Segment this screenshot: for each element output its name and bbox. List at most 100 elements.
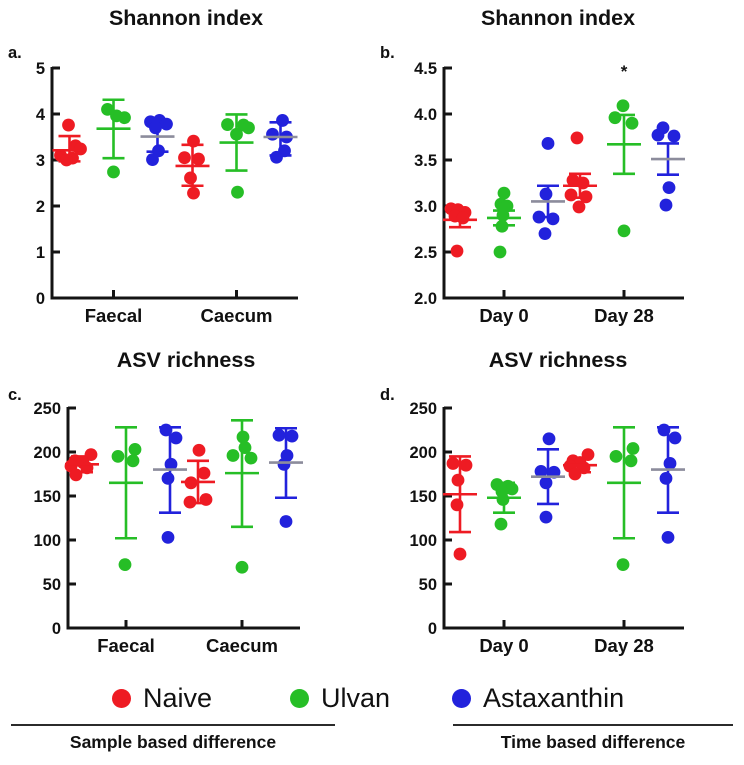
- data-point: [541, 137, 555, 150]
- data-point: [497, 186, 511, 200]
- y-tick-label: 200: [409, 444, 437, 462]
- data-point: [238, 441, 252, 454]
- data-point: [538, 227, 552, 241]
- y-tick-label: 2.0: [414, 290, 437, 308]
- data-point: [617, 224, 631, 238]
- category-label: Faecal: [97, 635, 155, 656]
- panel-d: ASV richness d. 0 50 100 150 200 250 Day 0 Day …: [372, 342, 744, 662]
- y-tick-label: 4.0: [414, 106, 437, 124]
- data-point: [539, 476, 553, 490]
- data-point: [564, 188, 578, 202]
- data-point: [546, 212, 560, 226]
- data-point: [74, 142, 87, 156]
- y-tick-label: 5: [36, 60, 45, 78]
- data-point: [579, 190, 593, 204]
- y-tick-label: 100: [33, 532, 61, 550]
- dot-plot-b: 2.0 2.5 3.0 3.5 4.0 4.5 Day 0 Day 28 *: [414, 60, 685, 326]
- data-point: [608, 111, 622, 125]
- data-point: [235, 560, 249, 574]
- y-tick-label: 2: [36, 198, 45, 216]
- data-point: [576, 176, 590, 190]
- data-point: [192, 152, 205, 166]
- data-point: [192, 443, 206, 457]
- data-point: [566, 173, 580, 187]
- data-point: [496, 493, 510, 506]
- y-tick-label: 150: [33, 488, 61, 506]
- data-point: [495, 219, 509, 233]
- data-point: [450, 498, 464, 512]
- data-point: [651, 128, 665, 142]
- data-point: [164, 457, 178, 471]
- dot-plot-a: 0 1 2 3 4 5 Faecal Caecum: [36, 60, 298, 326]
- data-point: [197, 466, 211, 480]
- legend-item-ulvan: Ulvan: [290, 680, 390, 716]
- data-point: [161, 530, 175, 544]
- y-tick-label: 0: [52, 620, 61, 638]
- data-point: [187, 186, 200, 200]
- y-tick-label: 100: [409, 532, 437, 550]
- data-point: [663, 457, 677, 470]
- data-point: [84, 448, 98, 462]
- data-point: [285, 429, 299, 443]
- data-point: [505, 482, 519, 496]
- data-point: [609, 450, 623, 463]
- y-tick-label: 250: [33, 400, 61, 418]
- data-point: [266, 127, 279, 141]
- legend-label-astaxanthin: Astaxanthin: [483, 682, 625, 713]
- category-label: Caecum: [201, 305, 273, 326]
- y-tick-label: 50: [419, 576, 437, 594]
- data-point: [199, 493, 213, 506]
- significance-marker: *: [621, 62, 628, 81]
- data-point: [624, 454, 638, 468]
- category-label: Day 0: [479, 635, 528, 656]
- footer-sample-based: Sample based difference: [11, 724, 335, 753]
- data-point: [453, 547, 467, 561]
- data-point: [625, 116, 639, 130]
- category-label: Day 28: [594, 305, 654, 326]
- footer-time-based: Time based difference: [453, 724, 733, 753]
- data-point: [667, 129, 681, 143]
- category-label: Caecum: [206, 635, 278, 656]
- data-point: [111, 450, 125, 463]
- data-point: [532, 210, 546, 224]
- y-tick-label: 3.5: [414, 152, 437, 170]
- data-point: [659, 198, 673, 212]
- panel-c-letter: c.: [8, 386, 22, 404]
- data-point: [270, 150, 283, 164]
- panel-b-title: Shannon index: [480, 6, 636, 30]
- y-tick-label: 150: [409, 488, 437, 506]
- category-label: Day 28: [594, 635, 654, 656]
- data-point: [236, 430, 250, 444]
- data-point: [159, 423, 173, 437]
- data-point: [107, 165, 120, 179]
- data-point: [69, 468, 83, 482]
- dot-plot-c: 0 50 100 150 200 250 Faecal Caecum: [33, 400, 303, 656]
- data-point: [272, 428, 286, 442]
- data-point: [276, 114, 289, 127]
- panel-d-letter: d.: [380, 386, 395, 404]
- data-point: [539, 187, 553, 201]
- data-point: [60, 153, 73, 167]
- y-tick-label: 200: [33, 444, 61, 462]
- naive-dot-icon: [112, 688, 131, 708]
- data-point: [184, 171, 197, 185]
- data-point: [662, 181, 676, 195]
- panel-d-title: ASV richness: [488, 348, 628, 372]
- data-point: [450, 244, 464, 258]
- legend-item-naive: Naive: [112, 680, 212, 716]
- data-point: [146, 153, 159, 166]
- y-tick-label: 0: [36, 290, 45, 308]
- data-point: [178, 151, 191, 165]
- data-point: [446, 457, 460, 470]
- data-point: [539, 510, 553, 524]
- data-point: [668, 431, 682, 445]
- legend-item-astaxanthin: Astaxanthin: [452, 680, 624, 716]
- category-label: Faecal: [85, 305, 143, 326]
- data-point: [661, 530, 675, 544]
- data-point: [128, 442, 142, 456]
- y-tick-label: 50: [43, 576, 61, 594]
- data-point: [494, 517, 508, 531]
- panel-b-letter: b.: [380, 44, 395, 62]
- data-point: [626, 442, 640, 455]
